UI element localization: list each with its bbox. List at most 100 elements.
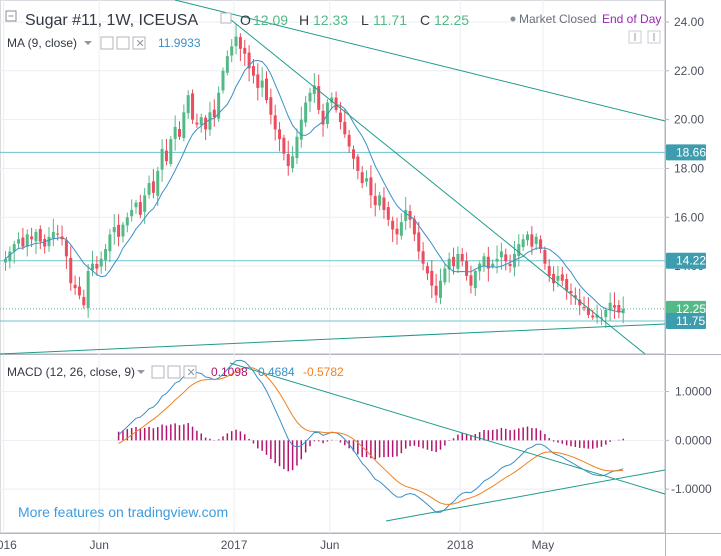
candle-body xyxy=(278,129,282,140)
price-axis-label: 12.25 xyxy=(666,300,706,317)
candle xyxy=(30,227,34,248)
candle-body xyxy=(95,264,99,269)
candle xyxy=(238,33,242,62)
candle-body xyxy=(325,102,329,125)
candle xyxy=(208,101,212,136)
watermark-link[interactable]: More features on tradingview.com xyxy=(18,504,228,520)
candle-body xyxy=(143,195,147,212)
candle-body xyxy=(265,78,268,101)
close-label: C xyxy=(420,12,430,28)
candle xyxy=(534,233,538,251)
candle-body xyxy=(64,240,68,257)
macd-legend-dropdown-icon[interactable] xyxy=(137,370,145,374)
candle-body xyxy=(382,197,386,210)
splits-flag-icon[interactable] xyxy=(647,30,661,44)
high-value: 12.33 xyxy=(313,12,348,28)
candle-body xyxy=(234,36,238,47)
candle-body xyxy=(91,263,94,271)
candle xyxy=(225,50,229,76)
ma-legend-dropdown-icon[interactable] xyxy=(84,41,92,45)
candle-body xyxy=(604,310,608,318)
candle xyxy=(108,228,112,263)
candle xyxy=(43,234,47,254)
candle xyxy=(234,24,238,55)
trendline-macd-up[interactable] xyxy=(385,469,666,522)
candle xyxy=(443,263,447,286)
price-label-box xyxy=(666,300,706,317)
candle xyxy=(499,242,503,270)
candle xyxy=(425,262,429,281)
candle xyxy=(512,241,516,277)
candle-body xyxy=(521,239,525,248)
candle xyxy=(521,234,525,251)
candle-body xyxy=(186,95,190,114)
candle xyxy=(151,169,155,199)
candle-body xyxy=(517,244,521,257)
trendline-steep-down[interactable] xyxy=(224,14,646,355)
candle xyxy=(130,199,134,222)
price-label-box xyxy=(666,313,706,330)
candle-body xyxy=(82,297,86,306)
price-axis-label: 14.22 xyxy=(666,252,706,269)
candle-body xyxy=(508,263,512,267)
candle-body xyxy=(347,134,351,147)
candle-body xyxy=(291,156,295,169)
candle xyxy=(125,212,129,233)
macd-tick-label: 1.0000 xyxy=(675,385,712,399)
symbol-settings-icon[interactable] xyxy=(220,12,232,24)
trendline-long-down[interactable] xyxy=(174,0,666,122)
candle-body xyxy=(178,129,181,137)
candle-body xyxy=(56,233,60,235)
candle-body xyxy=(565,279,569,291)
end-of-day-badge: End of Day xyxy=(602,12,661,26)
candle-body xyxy=(425,266,429,274)
candle-body xyxy=(434,285,438,296)
candle xyxy=(439,268,442,305)
candle xyxy=(465,252,469,281)
ma-legend-value: 11.9933 xyxy=(158,36,201,50)
dividends-flag-icon[interactable] xyxy=(628,30,642,44)
candle xyxy=(47,226,51,252)
candle-body xyxy=(21,237,25,247)
candle-body xyxy=(486,256,490,269)
macd-legend-label[interactable]: MACD (12, 26, close, 9) xyxy=(7,365,135,379)
candle-body xyxy=(299,119,303,140)
time-tick-label: Jun xyxy=(320,538,339,552)
trendline-support[interactable] xyxy=(0,323,666,355)
candle-body xyxy=(134,202,138,208)
macd-remove-icon[interactable] xyxy=(183,365,197,379)
candle-body xyxy=(569,290,573,293)
candle xyxy=(526,231,529,246)
macd-settings-icon[interactable] xyxy=(167,365,181,379)
candle-body xyxy=(404,209,408,221)
candle-body xyxy=(121,224,125,237)
candle xyxy=(256,63,260,101)
candle-body xyxy=(38,229,42,242)
macd-visibility-icon[interactable] xyxy=(151,365,165,379)
candle xyxy=(595,304,599,324)
ma-remove-icon[interactable] xyxy=(132,36,146,50)
candle xyxy=(543,246,547,270)
candle-body xyxy=(356,156,360,171)
price-label-text: 18.66 xyxy=(676,145,706,159)
ma-legend-label[interactable]: MA (9, close) xyxy=(7,36,77,50)
candle-body xyxy=(582,306,586,308)
candle-body xyxy=(482,256,486,267)
ma-visibility-icon[interactable] xyxy=(100,36,114,50)
candle-body xyxy=(343,121,347,135)
symbol-title[interactable]: Sugar #11, 1W, ICEUSA xyxy=(25,12,198,29)
candle xyxy=(473,268,477,296)
trendline-macd-down[interactable] xyxy=(229,362,666,495)
ma-settings-icon[interactable] xyxy=(116,36,130,50)
candle-body xyxy=(156,170,160,196)
candle xyxy=(312,73,316,103)
ma-legend: MA (9, close) ✕ 11.9933 xyxy=(7,36,201,50)
candle xyxy=(399,213,403,240)
candle xyxy=(352,145,355,170)
candle xyxy=(247,45,251,82)
price-tick-label: 16.00 xyxy=(674,210,704,224)
macd-line xyxy=(118,359,624,513)
price-tick-label: 24.00 xyxy=(674,15,704,29)
candle-body xyxy=(317,86,321,110)
